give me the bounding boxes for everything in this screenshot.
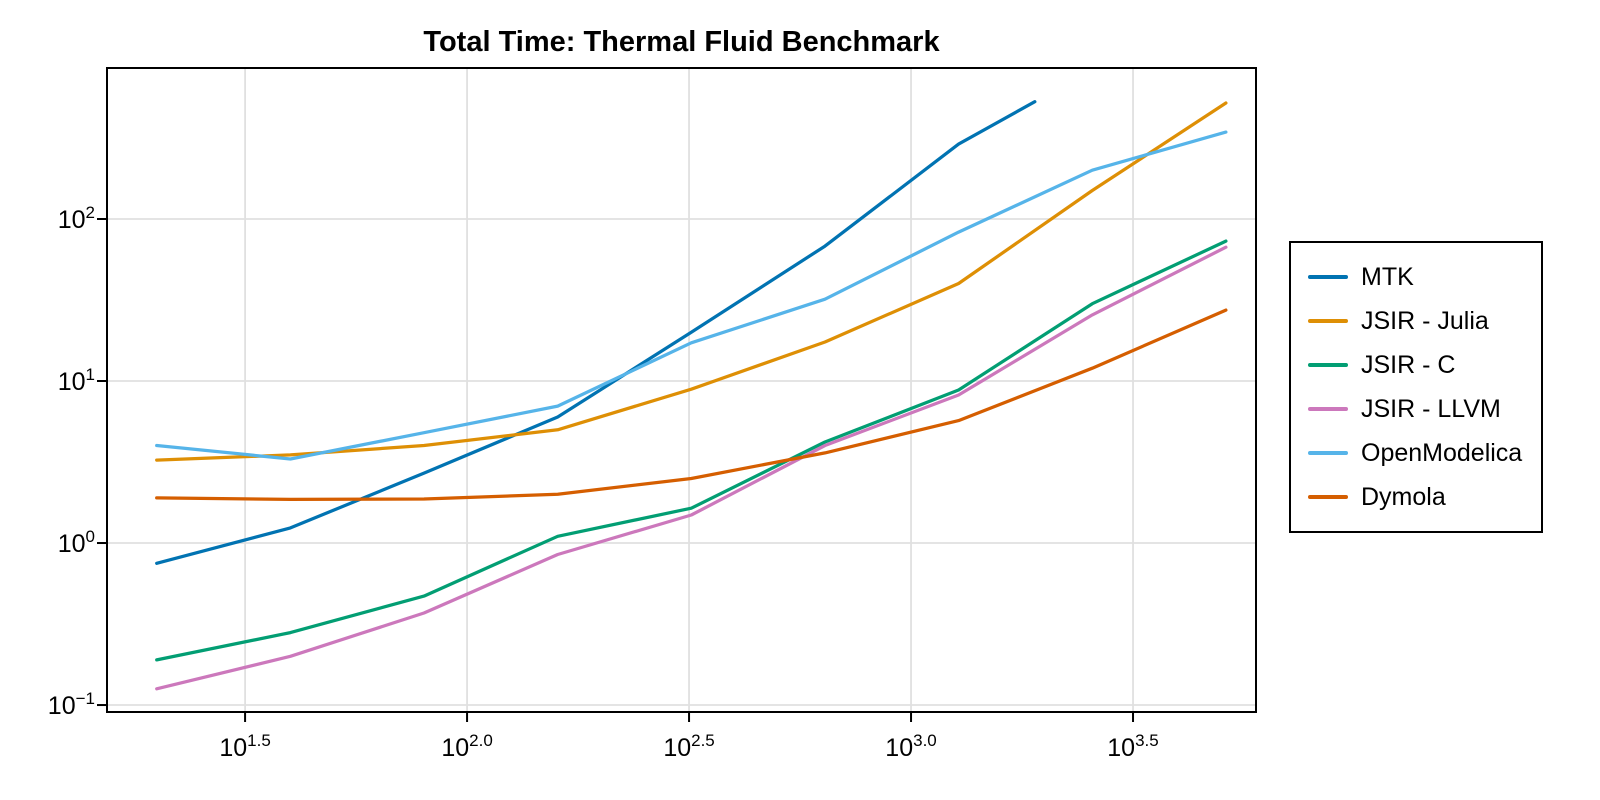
legend-box: MTK JSIR - Julia JSIR - C JSIR - LLVM OpenMo… [1289,241,1543,533]
legend-item-jsir-llvm: JSIR - LLVM [1308,387,1541,431]
y-tick-label: 101 [58,365,95,396]
series-line-openmodelica [155,130,1228,461]
legend-line-swatch [1308,363,1348,367]
legend-line-swatch [1308,407,1348,411]
x-tick-label: 103.5 [1107,731,1158,762]
legend-label: JSIR - C [1361,350,1456,379]
legend-line-swatch [1308,451,1348,455]
legend-label: JSIR - LLVM [1361,394,1501,423]
chart-title: Total Time: Thermal Fluid Benchmark [423,26,940,58]
legend-item-jsir-c: JSIR - C [1308,343,1541,387]
legend-item-dymola: Dymola [1308,475,1541,519]
y-tick-label: 102 [58,203,95,234]
series-line-mtk [155,100,1037,565]
series-line-jsir-julia [155,101,1228,462]
legend-label: Dymola [1361,482,1446,511]
x-tick-label: 102.5 [663,731,714,762]
series-line-jsir-llvm [155,245,1228,691]
series-line-dymola [155,308,1228,502]
legend-item-mtk: MTK [1308,255,1541,299]
x-tick-label: 102.0 [441,731,492,762]
legend-label: MTK [1361,262,1414,291]
series-line-jsir-c [155,239,1228,662]
legend-line-swatch [1308,275,1348,279]
legend-label: OpenModelica [1361,438,1523,467]
legend-line-swatch [1308,319,1348,323]
y-tick-label: 10−1 [48,689,95,720]
x-tick-label: 103.0 [885,731,936,762]
legend-line-swatch [1308,495,1348,499]
plot-frame [106,67,1257,713]
legend-item-openmodelica: OpenModelica [1308,431,1541,475]
x-tick-label: 101.5 [219,731,270,762]
y-tick-label: 100 [58,527,95,558]
legend-item-jsir-julia: JSIR - Julia [1308,299,1541,343]
legend-label: JSIR - Julia [1361,306,1489,335]
